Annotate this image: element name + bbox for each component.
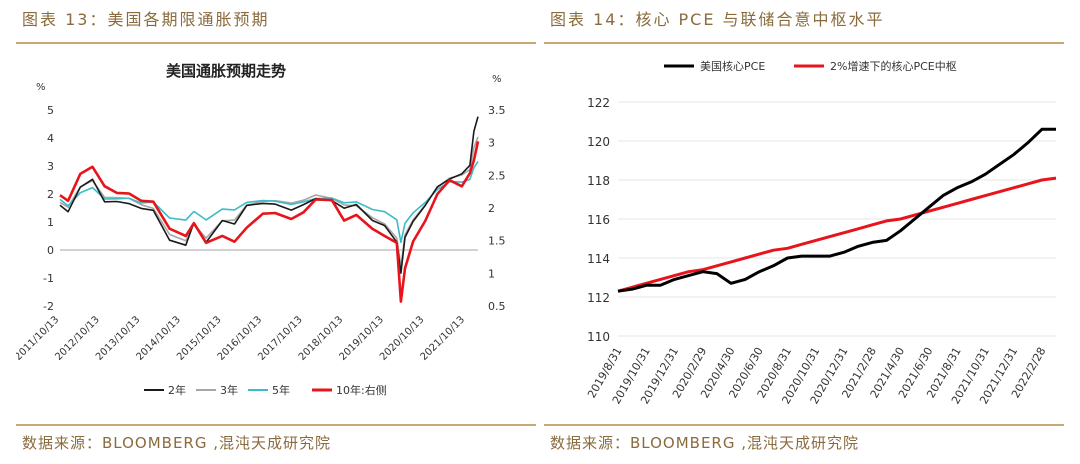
left-y-tick-label: 5 [47, 104, 54, 117]
series-line-4 [59, 141, 480, 303]
series-line-1 [617, 127, 1056, 293]
left-figure-caption: 图表 13：美国各期限通胀预期 [22, 10, 270, 29]
y-tick-label: 120 [587, 135, 610, 149]
right-y-tick-label: 3 [488, 137, 495, 150]
y-tick-label: 114 [587, 252, 610, 266]
inflation-expectation-chart: 美国通胀预期走势%%543210-1-23.532.521.510.52011/… [16, 62, 506, 397]
left-y-tick-label: -2 [43, 300, 54, 313]
right-y-tick-label: 0.5 [488, 300, 506, 313]
right-caption-rule [544, 42, 1064, 44]
y-tick-label: 118 [587, 174, 610, 188]
y-tick-label: 112 [587, 291, 610, 305]
right-y-tick-label: 1 [488, 267, 495, 280]
right-figure-caption: 图表 14：核心 PCE 与联储合意中枢水平 [550, 10, 885, 29]
series-line-3 [59, 161, 479, 244]
left-y-tick-label: 2 [47, 188, 54, 201]
core-pce-chart: 1221201181161141121102019/8/312019/10/31… [585, 59, 1057, 406]
y-tick-label: 116 [587, 213, 610, 227]
legend-label: 3年 [220, 383, 238, 397]
right-source-rule [544, 424, 1064, 426]
legend-label: 2%增速下的核心PCE中枢 [830, 59, 957, 73]
y-tick-label: 122 [587, 96, 610, 110]
legend-label: 美国核心PCE [700, 59, 765, 73]
chart-title: 美国通胀预期走势 [166, 62, 286, 80]
right-y-tick-label: 2.5 [488, 169, 506, 182]
legend-label: 10年:右侧 [336, 383, 387, 397]
left-figure-panel: 图表 13：美国各期限通胀预期 美国通胀预期走势%% 5 4 3 2 1 0 -1 -2 3.5 3… [16, 0, 536, 464]
left-source-rule [16, 424, 536, 426]
right-y-tick-label: 1.5 [488, 235, 506, 248]
left-axis-unit: % [36, 82, 46, 93]
left-source-note: 数据来源：BLOOMBERG ,混沌天成研究院 [22, 434, 332, 452]
right-y-tick-label: 2 [488, 202, 495, 215]
right-figure-panel: 图表 14：核心 PCE 与联储合意中枢水平 122 120 118 116 114 11… [544, 0, 1064, 464]
series-line-2 [617, 176, 1057, 293]
series-line-1 [59, 116, 479, 274]
right-y-tick-label: 3.5 [488, 104, 506, 117]
left-y-tick-label: 4 [47, 132, 54, 145]
left-y-tick-label: 0 [47, 244, 54, 257]
y-tick-label: 110 [587, 330, 610, 344]
left-y-tick-label: 3 [47, 160, 54, 173]
legend-label: 2年 [168, 383, 186, 397]
left-caption-rule [16, 42, 536, 44]
legend-label: 5年 [272, 383, 290, 397]
left-y-tick-label: -1 [43, 272, 54, 285]
left-y-tick-label: 1 [47, 216, 54, 229]
right-axis-unit: % [492, 74, 502, 85]
right-source-note: 数据来源：BLOOMBERG ,混沌天成研究院 [550, 434, 860, 452]
